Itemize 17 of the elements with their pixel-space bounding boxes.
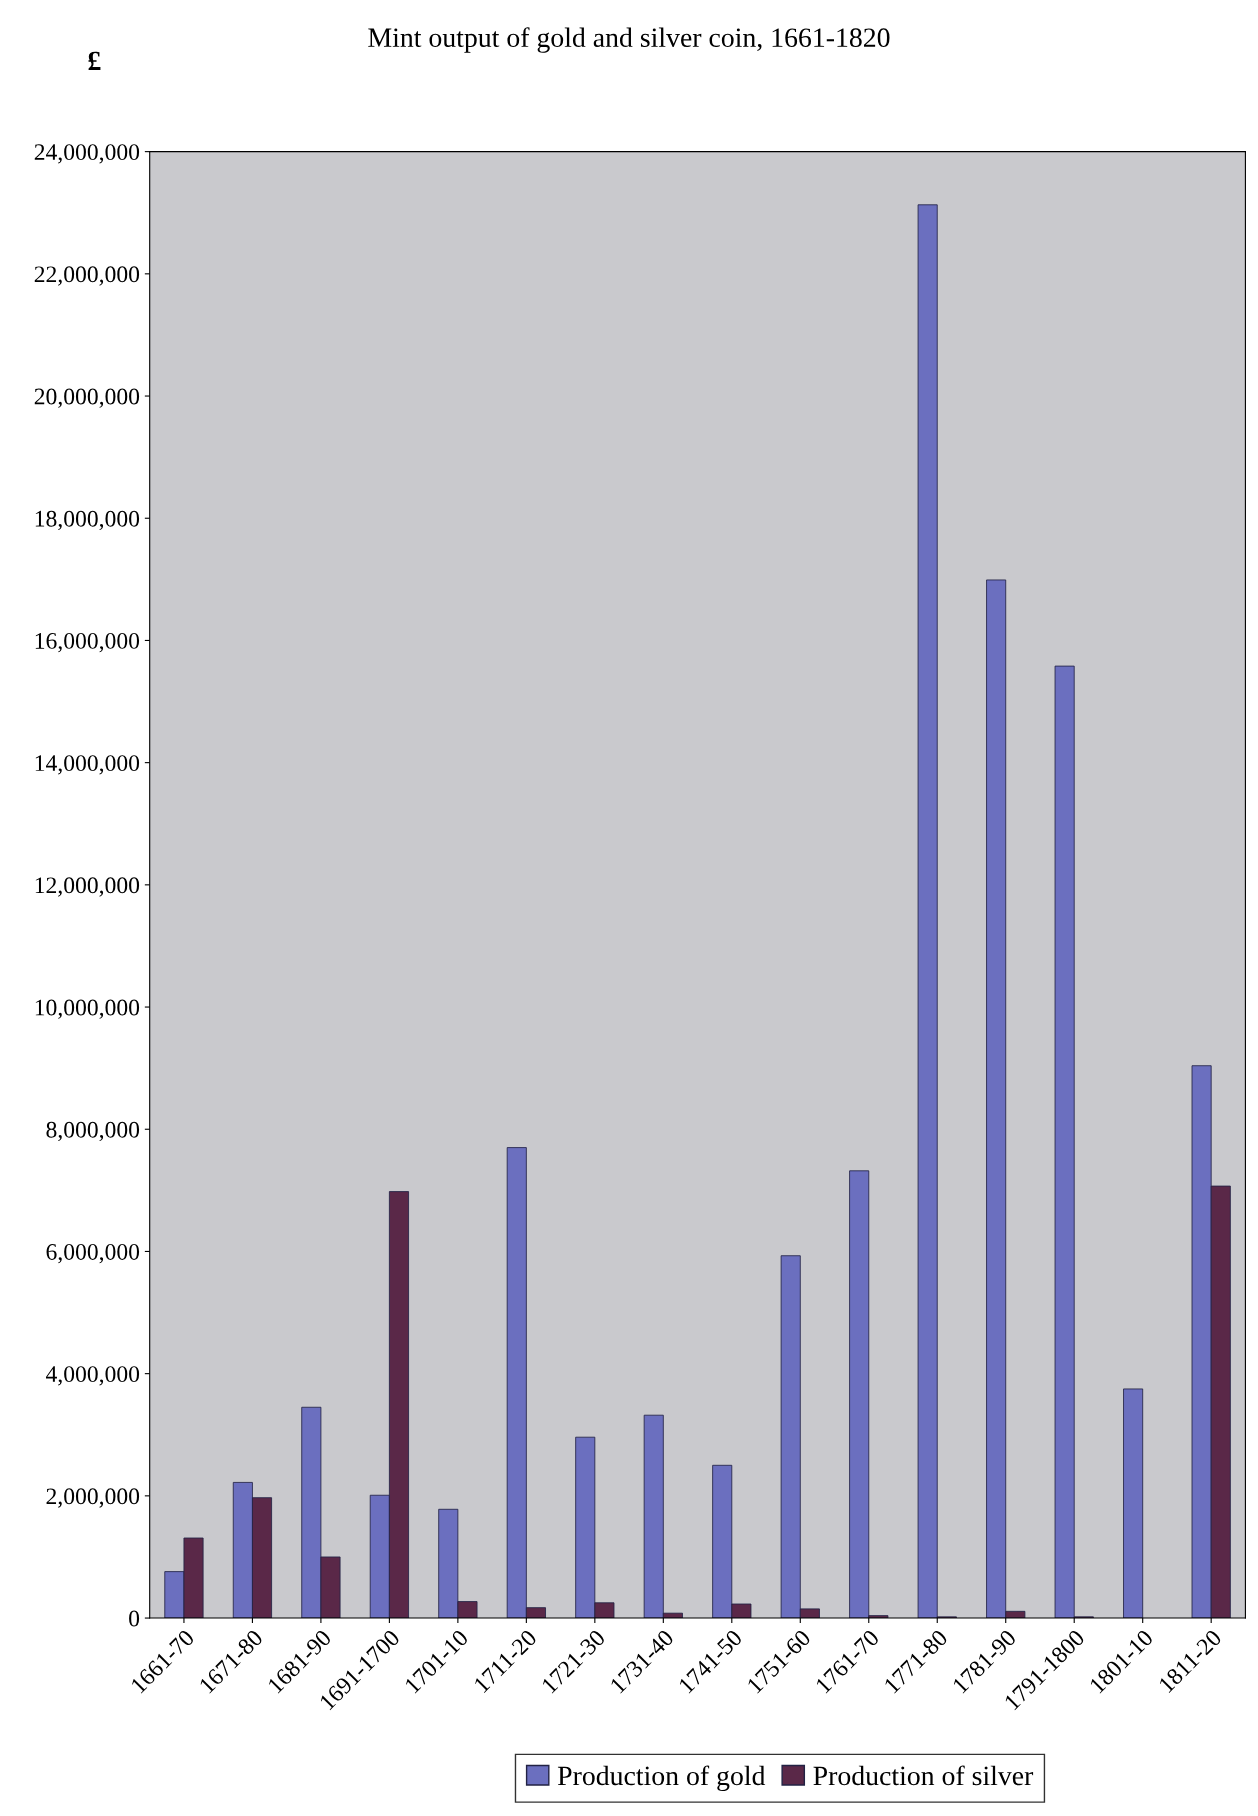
y-tick-label: 24,000,000 <box>34 144 140 164</box>
legend-label: Production of silver <box>813 1765 1034 1786</box>
y-tick-label: 16,000,000 <box>35 632 140 653</box>
y-tick-label: 22,000,000 <box>34 266 140 286</box>
y-tick-label: 0 <box>129 1610 140 1627</box>
chart-title: Mint output of gold and silver coin, 1661-1820 <box>368 27 890 53</box>
y-axis-title: £ <box>88 51 101 71</box>
y-tick-label: 8,000,000 <box>46 1121 140 1142</box>
y-tick-label: 18,000,000 <box>35 510 140 531</box>
y-tick-label: 6,000,000 <box>46 1243 140 1264</box>
y-tick-label: 2,000,000 <box>46 1488 140 1508</box>
y-tick-label: 10,000,000 <box>35 999 140 1019</box>
y-tick-label: 20,000,000 <box>34 388 140 408</box>
legend-label: Production of gold <box>557 1765 766 1791</box>
y-tick-label: 14,000,000 <box>35 755 140 775</box>
y-tick-label: 4,000,000 <box>46 1366 140 1386</box>
y-tick-label: 12,000,000 <box>35 877 140 897</box>
